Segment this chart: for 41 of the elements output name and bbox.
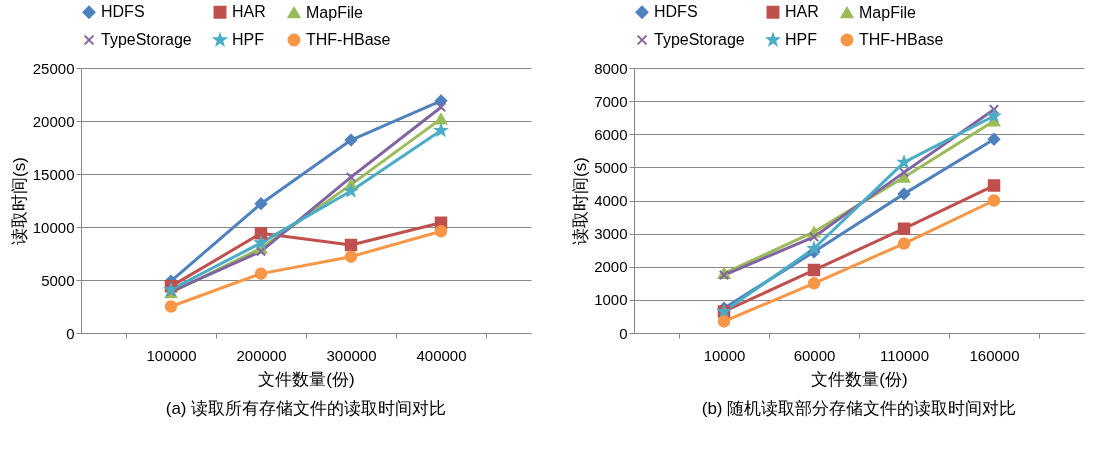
y-tick-label: 15000	[32, 165, 75, 183]
x-axis-title: 文件数量(份)	[811, 369, 908, 389]
legend-label: MapFile	[306, 3, 364, 21]
x-axis-title: 文件数量(份)	[258, 369, 355, 389]
x-tick-label: 100000	[146, 346, 197, 364]
legend-label: HPF	[785, 31, 818, 48]
x-tick-label: 10000	[703, 346, 746, 364]
y-tick-label: 25000	[32, 59, 75, 77]
x-tick-label: 300000	[326, 346, 377, 364]
text: (b) 随机读取部分存储文件的读取时间对比	[701, 399, 1017, 418]
legend-label: HPF	[232, 31, 265, 48]
y-tick-label: 0	[619, 324, 628, 342]
y-tick-label: 8000	[594, 59, 628, 77]
y-axis-title: 读取时间(s)	[9, 157, 29, 245]
x-tick-label: 160000	[969, 346, 1020, 364]
legend-label: TypeStorage	[654, 31, 745, 48]
legend-label: HDFS	[101, 3, 145, 21]
y-axis-title: 读取时间(s)	[571, 157, 591, 245]
y-tick-label: 4000	[594, 192, 628, 209]
y-tick-label: 5000	[594, 158, 628, 176]
y-tick-label: 10000	[32, 218, 75, 236]
x-tick-label: 60000	[793, 346, 836, 364]
legend-label: HDFS	[654, 3, 698, 21]
legend-label: TypeStorage	[101, 31, 192, 48]
legend-label: THF-HBase	[306, 31, 391, 48]
y-tick-label: 3000	[594, 225, 628, 243]
y-tick-label: 20000	[32, 112, 75, 130]
x-tick-label: 200000	[236, 346, 287, 364]
y-tick-label: 6000	[594, 125, 628, 143]
x-tick-label: 400000	[416, 346, 467, 364]
x-tick-label: 110000	[880, 346, 929, 364]
y-tick-label: 1000	[594, 291, 628, 309]
y-tick-label: 2000	[594, 258, 628, 276]
y-tick-label: 5000	[41, 271, 75, 289]
legend-label: HAR	[232, 3, 266, 21]
text: (a) 读取所有存储文件的读取时间对比	[165, 399, 447, 418]
legend-label: HAR	[785, 3, 819, 21]
legend-label: MapFile	[859, 3, 917, 21]
y-tick-label: 0	[66, 324, 75, 342]
y-tick-label: 7000	[594, 92, 628, 110]
legend-label: THF-HBase	[859, 31, 944, 48]
